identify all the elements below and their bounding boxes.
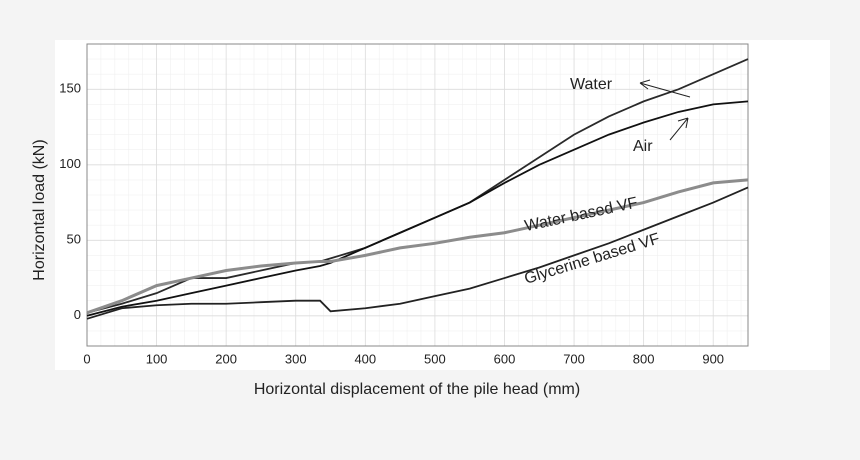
y-tick-label: 0 [74,307,81,322]
series-label: Air [633,138,653,155]
series-line [86,178,749,315]
x-tick-label: 800 [633,351,655,366]
y-axis-label: Horizontal load (kN) [31,139,48,280]
arrow [669,117,689,141]
x-tick-label: 400 [354,351,376,366]
x-axis-label: Horizontal displacement of the pile head… [254,381,580,398]
y-tick-label: 100 [59,156,81,171]
series-line [86,100,749,317]
x-tick-label: 200 [215,351,237,366]
series-line [86,186,749,320]
series-label: Water [570,76,613,93]
x-tick-label: 100 [146,351,168,366]
x-tick-label: 700 [563,351,585,366]
x-tick-label: 300 [285,351,307,366]
x-tick-label: 500 [424,351,446,366]
y-tick-label: 50 [67,232,81,247]
x-tick-label: 600 [494,351,516,366]
x-tick-label: 0 [83,351,90,366]
x-tick-label: 900 [702,351,724,366]
y-tick-label: 150 [59,81,81,96]
plot-frame [86,43,749,347]
arrow [639,79,691,98]
